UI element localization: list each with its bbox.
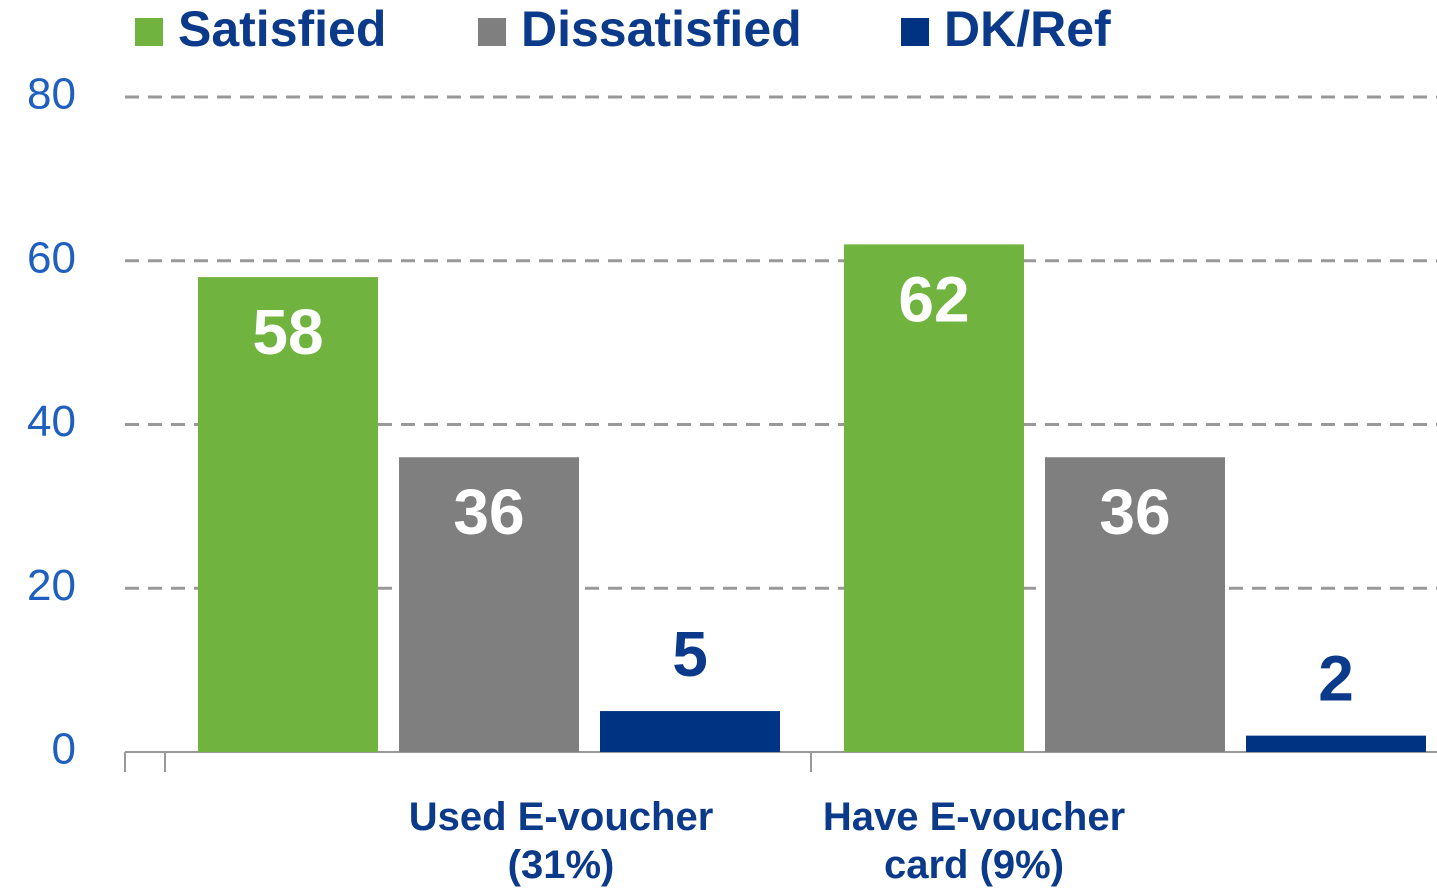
y-tick-label: 20 [27,561,76,610]
data-label: 62 [898,263,969,335]
legend-label: Dissatisfied [521,1,802,57]
y-tick-label: 80 [27,70,76,119]
legend-label: Satisfied [178,1,386,57]
bar [600,711,780,752]
x-tick-label: Used E-voucher (31%) [408,795,714,887]
y-tick-label: 40 [27,397,76,446]
x-tick-label: Have E-voucher card (9%) [822,795,1126,887]
y-tick-label: 60 [27,233,76,282]
bar [1246,735,1426,752]
data-label: 2 [1318,643,1354,715]
legend-swatch [901,18,929,46]
legend-swatch [478,18,506,46]
legend-swatch [135,18,163,46]
bar [198,277,378,752]
bar [1045,457,1225,752]
data-label: 36 [453,476,524,548]
data-label: 36 [1099,476,1170,548]
data-label: 5 [672,618,708,690]
bar [844,244,1024,752]
y-tick-label: 0 [52,725,76,774]
data-label: 58 [252,296,323,368]
bar [399,457,579,752]
legend-label: DK/Ref [944,1,1111,57]
